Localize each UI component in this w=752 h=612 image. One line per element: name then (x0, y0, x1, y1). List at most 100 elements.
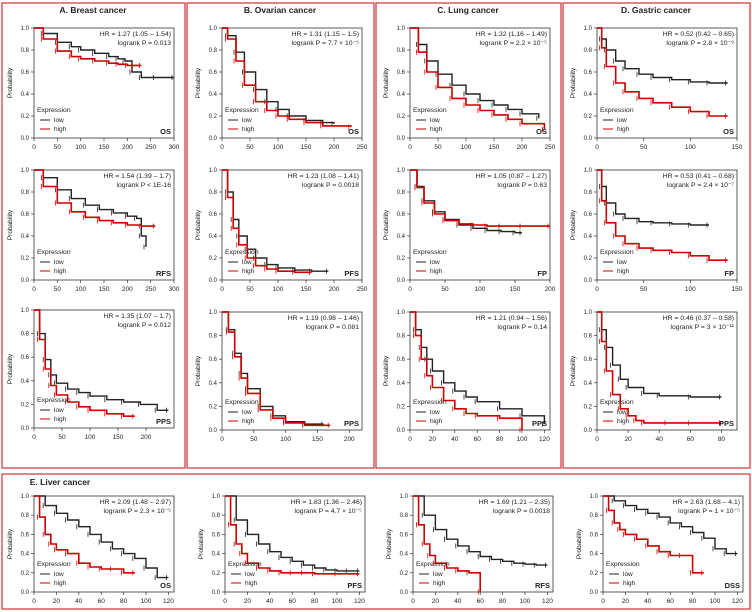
x-tick-label: 60 (477, 598, 485, 605)
x-tick-label: 200 (517, 144, 528, 151)
legend-label-low: low (617, 259, 627, 266)
hazard-ratio: HR = 1.05 (0.87 – 1.27) (476, 173, 547, 180)
legend-label-high: high (242, 418, 255, 425)
legend-title: Expression (225, 249, 259, 256)
legend-label-high: high (623, 580, 636, 587)
x-tick-label: 0 (32, 434, 36, 441)
survival-curve-high (34, 27, 142, 67)
y-tick-label: 0.4 (397, 92, 406, 98)
legend-label-low: low (623, 571, 633, 578)
x-tick-label: 100 (332, 598, 343, 605)
x-tick-label: 20 (53, 598, 61, 605)
y-tick-label: 0.6 (209, 212, 218, 218)
km-panel-gastric-pps: 0.0 0.2 0.4 0.6 0.8 1.0 0 20 40 60 80 Probability HR… (570, 310, 738, 443)
y-axis-label: Probability (383, 209, 390, 240)
y-axis-label: Probability (7, 528, 14, 559)
y-tick-label: 0.8 (397, 48, 406, 54)
x-tick-label: 60 (687, 436, 695, 443)
y-tick-label: 0.6 (21, 70, 30, 76)
y-tick-label: 0.6 (590, 532, 599, 538)
legend-title: Expression (413, 399, 447, 406)
y-tick-label: 0.8 (584, 334, 593, 340)
x-tick-label: 300 (169, 286, 180, 293)
km-panel-gastric-fp: 0.0 0.2 0.4 0.6 0.8 1.0 0 50 100 150 Probability HR… (570, 168, 743, 293)
legend-title: Expression (228, 561, 262, 568)
logrank-p: logrank P = 7.7 × 10⁻⁵ (292, 40, 360, 47)
hazard-ratio: HR = 0.53 (0.41 – 0.68) (663, 173, 734, 180)
legend-label-high: high (433, 580, 446, 587)
x-tick-label: 0 (601, 598, 605, 605)
y-tick-label: 0.4 (212, 552, 221, 558)
y-tick-label: 0.6 (397, 357, 406, 363)
x-tick-label: 100 (685, 144, 696, 151)
y-tick-label: 0.4 (584, 92, 593, 98)
x-tick-label: 100 (461, 144, 472, 151)
endpoint-label: PPS (719, 419, 734, 428)
y-axis-label: Probability (7, 209, 14, 240)
y-tick-label: 0.2 (209, 404, 218, 410)
x-tick-label: 100 (85, 434, 96, 441)
y-tick-label: 0.2 (21, 256, 30, 262)
legend-label-high: high (242, 126, 255, 133)
y-tick-label: 1.0 (584, 310, 593, 316)
y-axis-label: Probability (7, 67, 14, 98)
legend-title: Expression (600, 249, 634, 256)
x-tick-label: 20 (432, 598, 440, 605)
endpoint-label: PPS (344, 419, 359, 428)
group-frame (186, 2, 375, 469)
hazard-ratio: HR = 0.46 (0.37 – 0.58) (663, 315, 734, 322)
y-tick-label: 0.4 (209, 234, 218, 240)
plot-frame (221, 27, 363, 139)
survival-curve-high (225, 495, 360, 575)
plots: 0.00.20.40.60.81.00 50 100 150 200 250 300Prob… (7, 26, 744, 605)
hazard-ratio: HR = 1.54 (1.39 – 1.7) (104, 173, 171, 180)
y-tick-label: 0.6 (397, 70, 406, 76)
y-tick-label: 0.2 (397, 256, 406, 262)
y-tick-label: 0.0 (584, 136, 593, 142)
endpoint-label: OS (348, 127, 359, 136)
hazard-ratio: HR = 1.27 (1.05 – 1.54) (100, 31, 171, 38)
y-tick-label: 0.2 (397, 114, 406, 120)
x-tick-label: 0 (411, 598, 415, 605)
survival-curve-high (597, 27, 728, 117)
legend-label-high: high (54, 416, 67, 423)
x-tick-label: 50 (434, 144, 442, 151)
y-tick-label: 1.0 (212, 494, 221, 500)
x-tick-label: 20 (624, 436, 632, 443)
y-tick-label: 0.6 (209, 70, 218, 76)
y-tick-label: 0.2 (212, 571, 221, 577)
endpoint-label: PPS (156, 417, 171, 426)
endpoint-label: OS (160, 581, 171, 590)
km-panel-ovarian-pfs: 0.0 0.2 0.4 0.6 0.8 1.0 0 50 100 150 200 250 Probabi… (195, 168, 368, 293)
legend-label-high: high (242, 268, 255, 275)
y-axis-label: Probability (570, 355, 577, 386)
x-tick-label: 0 (220, 144, 224, 151)
x-tick-label: 100 (475, 286, 486, 293)
y-tick-label: 0.0 (397, 278, 406, 284)
legend-title: Expression (600, 107, 634, 114)
km-panel-liver-dss: 0.0 0.2 0.4 0.6 0.8 1.0 0 20 40 60 80 100 120 Probabi… (576, 494, 744, 605)
y-tick-label: 0.0 (397, 136, 406, 142)
logrank-p: logrank P = 0.012 (118, 322, 172, 329)
x-tick-label: 50 (640, 286, 648, 293)
y-tick-label: 0.6 (21, 355, 30, 361)
legend-title: Expression (225, 399, 259, 406)
hazard-ratio: HR = 2.63 (1.68 – 4.1) (673, 499, 740, 506)
y-tick-label: 0.2 (397, 404, 406, 410)
x-tick-label: 50 (640, 144, 648, 151)
legend-label-low: low (430, 259, 440, 266)
plot-frame (33, 495, 175, 593)
logrank-p: logrank P = 0.0018 (493, 508, 550, 515)
y-axis-label: Probability (576, 528, 583, 559)
x-tick-label: 80 (499, 598, 507, 605)
x-tick-label: 50 (54, 144, 62, 151)
y-tick-label: 0.6 (21, 532, 30, 538)
plot-frame (409, 311, 551, 431)
plot-frame (224, 495, 366, 593)
plot-frame (221, 311, 363, 431)
y-tick-label: 0.0 (209, 136, 218, 142)
x-tick-label: 40 (451, 436, 459, 443)
logrank-p: logrank P = 4.7 × 10⁻⁵ (295, 508, 363, 515)
survival-curve-low (597, 169, 709, 226)
legend-label-low: low (54, 259, 64, 266)
